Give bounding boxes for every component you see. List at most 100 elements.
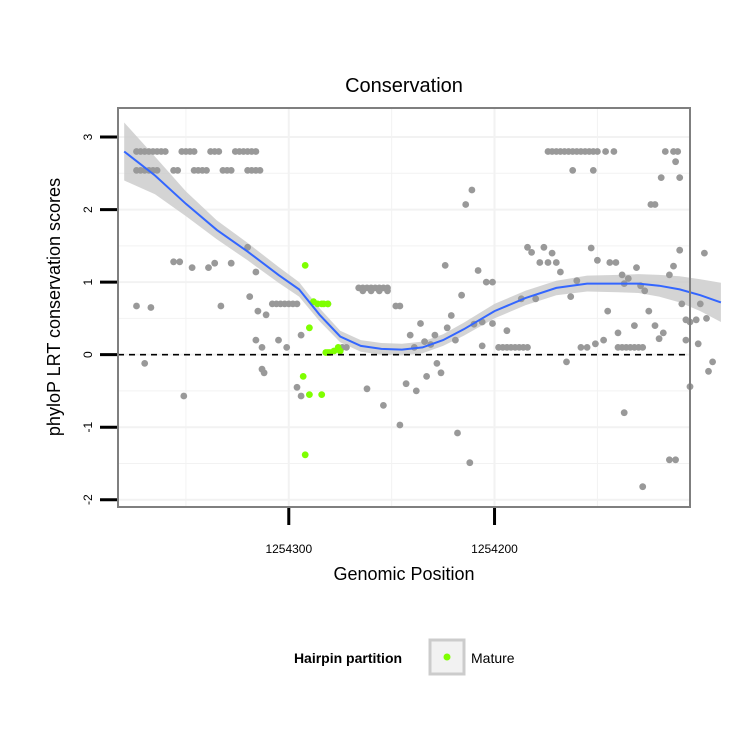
data-point [161,148,169,155]
data-point [624,275,632,282]
data-point [540,243,548,251]
data-point [524,243,531,251]
data-point [252,268,260,276]
data-point [678,300,686,308]
data-point [589,167,597,174]
smooth-trend-line [123,150,722,351]
data-point [482,278,490,286]
mature-point [301,451,309,459]
data-point [293,300,301,308]
data-point [594,256,601,264]
data-point [692,316,700,324]
data-point [532,295,540,303]
data-point [153,167,161,174]
data-point [612,259,620,266]
data-point [631,322,638,329]
series-mature [299,262,344,459]
panel-background [118,108,690,507]
data-point [524,344,531,351]
data-point [170,258,178,266]
data-point [577,344,585,351]
data-point [217,302,225,310]
data-point [583,344,591,351]
data-point [478,342,486,350]
y-tick-label: -2 [81,494,95,505]
data-point [283,344,291,351]
data-point [670,262,677,270]
data-point [443,324,451,332]
data-point [618,271,626,279]
data-point [211,259,219,267]
y-tick-label: 2 [81,206,95,213]
panel-border [117,107,691,508]
y-tick-label: 3 [81,133,95,140]
data-point [606,259,614,266]
legend-title: Hairpin partition [294,650,402,666]
data-point [557,268,564,276]
data-point [489,278,496,286]
data-point [462,201,470,208]
data-point [666,456,673,464]
data-point [709,358,716,366]
data-point [367,287,375,295]
data-point [674,148,682,155]
mature-point [324,300,332,308]
data-point [666,271,673,279]
data-point [244,243,252,251]
data-point [437,369,445,377]
data-point [412,387,420,395]
data-point [441,262,449,269]
data-point [600,336,607,344]
mature-point [318,391,326,398]
data-point [227,167,235,174]
data-point [602,148,609,155]
y-axis-title: phyloP LRT conservation scores [44,178,64,436]
y-tick-label: -1 [81,422,95,433]
data-point [548,249,556,257]
data-point [694,340,702,348]
data-point [651,201,659,208]
data-point [567,293,575,300]
mature-point [301,262,309,269]
data-point [705,367,712,375]
plot-panel [117,107,722,508]
data-point [363,385,371,393]
data-point [682,336,690,344]
data-point [396,421,404,429]
data-point [696,300,704,308]
data-point [297,392,305,400]
data-point [645,307,653,315]
data-point [661,148,669,155]
data-point [423,373,430,380]
data-point [503,327,511,335]
data-point [421,338,428,345]
legend-marker-mature [443,653,451,661]
data-point [275,336,282,344]
data-point [380,402,387,409]
data-point [141,360,149,367]
data-point [655,335,663,343]
data-point [614,329,622,337]
data-point [147,304,155,311]
data-point [406,331,414,339]
data-point [396,302,404,310]
data-point [431,331,439,339]
data-point [620,409,628,417]
data-point [258,344,266,351]
data-point [639,483,647,491]
data-point [454,429,461,437]
data-point [260,369,268,377]
data-point [452,336,459,344]
data-point [563,358,570,366]
data-point [466,459,474,467]
data-point [604,307,612,315]
data-point [489,320,496,327]
data-point [633,264,640,271]
data-point [190,148,198,155]
x-tick-label: 1254200 [471,542,518,556]
data-point [375,287,383,295]
data-point [133,302,140,310]
data-point [552,259,560,266]
data-point [433,360,441,367]
